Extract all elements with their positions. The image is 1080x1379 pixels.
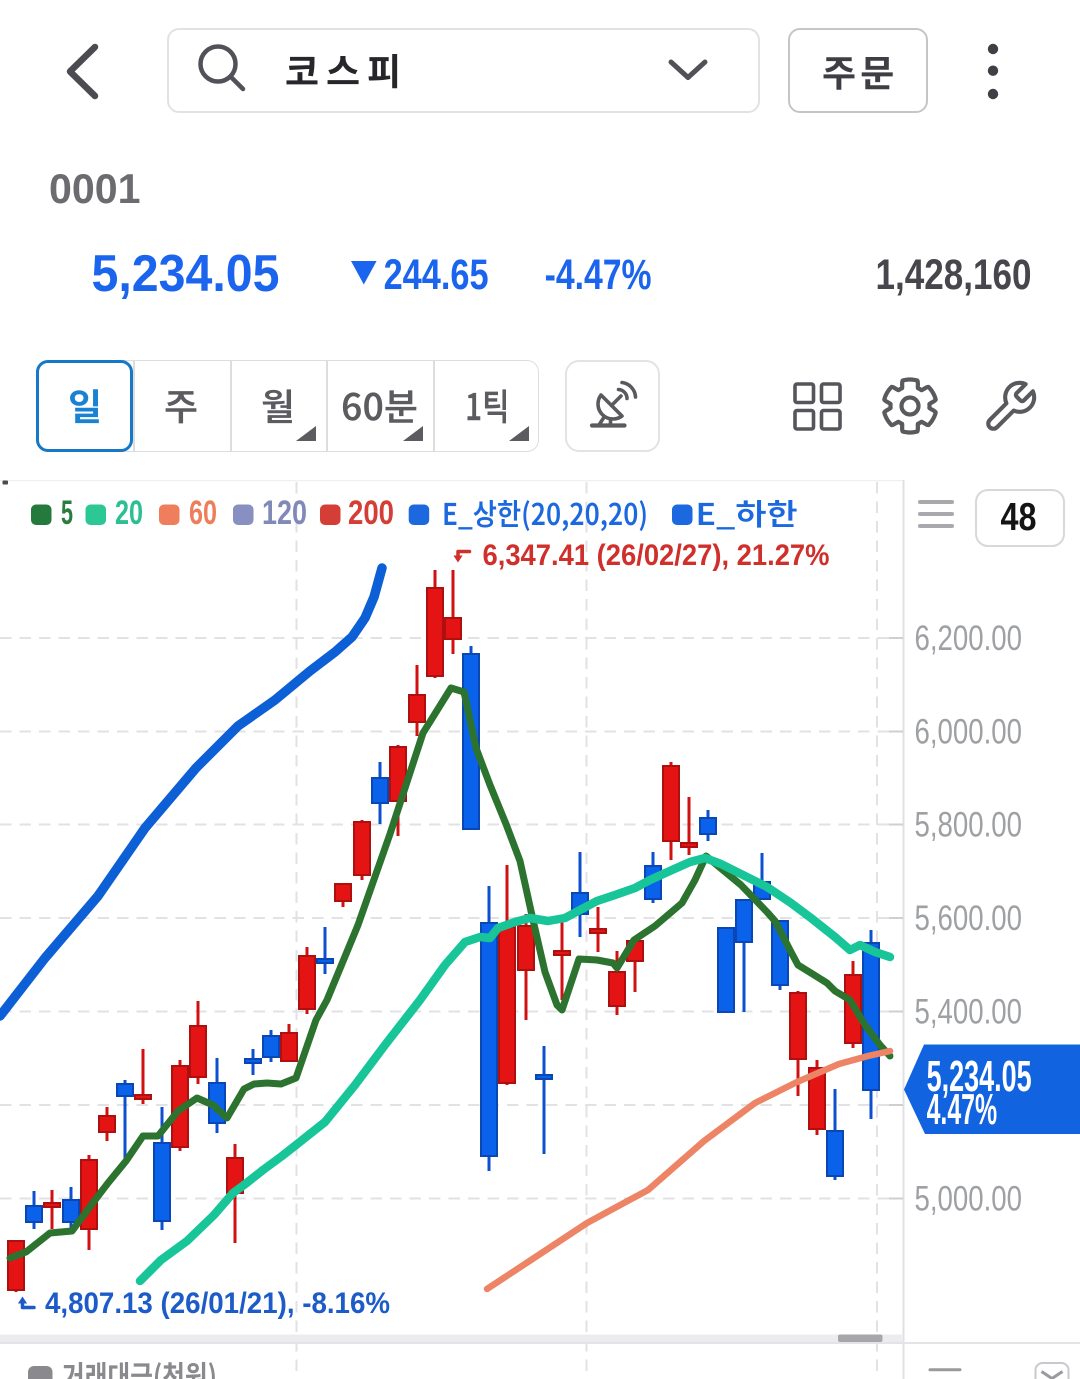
svg-text:5,234.05: 5,234.05 xyxy=(92,245,280,303)
svg-text:5,400.00: 5,400.00 xyxy=(915,993,1023,1032)
svg-text:120: 120 xyxy=(262,494,307,532)
svg-text:5,000.00: 5,000.00 xyxy=(915,1180,1023,1219)
svg-text:244.65: 244.65 xyxy=(384,252,489,299)
svg-text:6,347.41 (26/02/27), 21.27%: 6,347.41 (26/02/27), 21.27% xyxy=(483,539,830,572)
svg-text:-4.47%: -4.47% xyxy=(545,252,652,299)
svg-text:200: 200 xyxy=(348,494,394,532)
svg-text:5,800.00: 5,800.00 xyxy=(915,806,1023,845)
svg-text:6,200.00: 6,200.00 xyxy=(915,619,1023,658)
svg-text:48: 48 xyxy=(1001,496,1037,539)
svg-text:60: 60 xyxy=(189,494,217,532)
svg-text:20: 20 xyxy=(115,494,143,532)
svg-text:5,234.05: 5,234.05 xyxy=(927,1053,1032,1101)
svg-text:1,428,160: 1,428,160 xyxy=(876,252,1032,299)
svg-text:4,807.13 (26/01/21), -8.16%: 4,807.13 (26/01/21), -8.16% xyxy=(45,1287,390,1320)
svg-text:0001: 0001 xyxy=(49,165,141,212)
svg-text:5: 5 xyxy=(61,494,73,532)
svg-text:5,600.00: 5,600.00 xyxy=(915,899,1023,938)
svg-text:4.47%: 4.47% xyxy=(927,1086,998,1134)
svg-text:6,000.00: 6,000.00 xyxy=(915,713,1023,752)
